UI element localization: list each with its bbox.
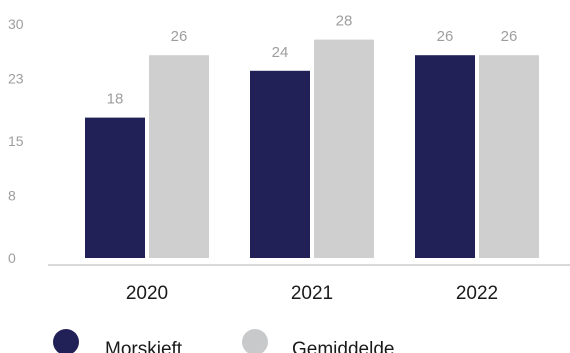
y-tick-label: 30 (8, 16, 24, 32)
data-labels: 18 26 24 28 26 26 (107, 13, 518, 108)
y-tick-label: 23 (8, 71, 24, 87)
bar-morskieft-2020 (85, 117, 145, 258)
legend: Morskieft Gemiddelde (53, 329, 394, 353)
data-label: 26 (171, 28, 188, 45)
x-category-label: 2020 (126, 283, 168, 304)
data-label: 18 (107, 91, 124, 108)
data-label: 26 (501, 28, 518, 45)
legend-label-morskieft: Morskieft (105, 339, 183, 353)
legend-swatch-morskieft (53, 329, 79, 353)
legend-label-gemiddelde: Gemiddelde (292, 339, 394, 353)
x-category-label: 2021 (291, 283, 333, 304)
bar-gemiddelde-2021 (314, 39, 374, 258)
y-tick-label: 8 (8, 188, 16, 204)
bar-morskieft-2022 (415, 55, 475, 259)
legend-swatch-gemiddelde (242, 329, 268, 353)
bar-gemiddelde-2022 (479, 55, 539, 259)
y-tick-label: 0 (8, 250, 16, 266)
bars (85, 39, 539, 259)
x-category-label: 2022 (456, 283, 498, 304)
bar-morskieft-2021 (250, 70, 310, 258)
data-label: 26 (437, 28, 454, 45)
data-label: 28 (336, 13, 353, 30)
x-axis-category-labels: 2020 2021 2022 (126, 283, 498, 304)
y-tick-label: 15 (8, 133, 24, 149)
data-label: 24 (272, 44, 289, 61)
y-axis-tick-labels: 0 8 15 23 30 (8, 16, 24, 266)
bar-gemiddelde-2020 (149, 55, 209, 259)
